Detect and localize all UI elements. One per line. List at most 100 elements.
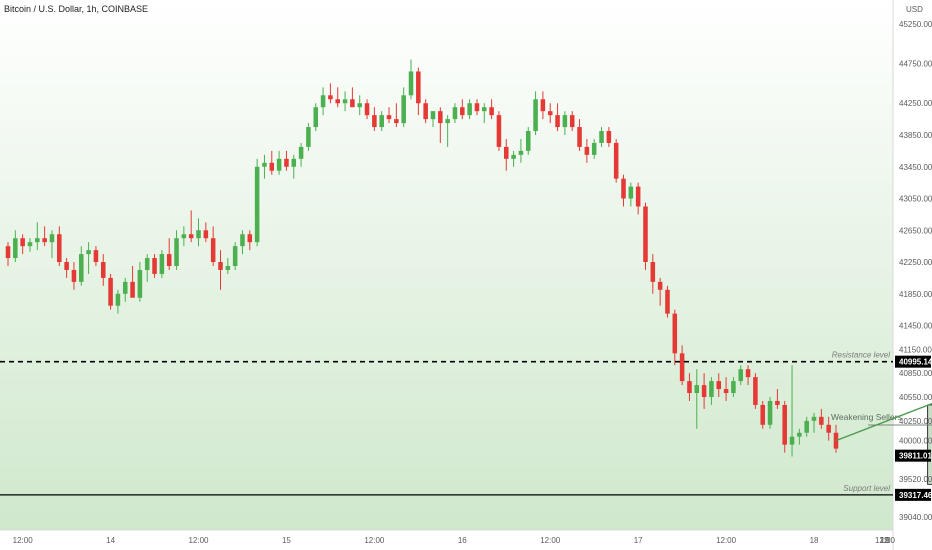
candle-body[interactable] — [269, 162, 275, 171]
candle-body[interactable] — [628, 186, 634, 199]
candle-body[interactable] — [452, 107, 458, 120]
candle-body[interactable] — [767, 400, 773, 425]
candle-body[interactable] — [364, 103, 370, 116]
candle-body[interactable] — [621, 178, 626, 199]
candle-body[interactable] — [540, 99, 546, 112]
candle-body[interactable] — [511, 154, 516, 159]
candle-body[interactable] — [115, 293, 121, 306]
candle-body[interactable] — [137, 269, 143, 298]
candle-body[interactable] — [687, 381, 692, 394]
candle-body[interactable] — [79, 254, 84, 282]
candle-body[interactable] — [679, 353, 685, 382]
candle-body[interactable] — [152, 258, 157, 274]
candle-body[interactable] — [64, 262, 69, 270]
candle-body[interactable] — [613, 142, 619, 179]
candle-body[interactable] — [218, 262, 223, 270]
candle-body[interactable] — [445, 119, 450, 124]
candle-body[interactable] — [298, 146, 304, 159]
weakening-sellers-box[interactable] — [927, 404, 932, 485]
candle-body[interactable] — [188, 234, 194, 239]
candle-body[interactable] — [577, 127, 582, 147]
candle-body[interactable] — [643, 206, 648, 263]
candle-body[interactable] — [503, 146, 509, 159]
candle-body[interactable] — [203, 230, 209, 239]
candle-body[interactable] — [372, 115, 377, 128]
candle-body[interactable] — [584, 146, 590, 155]
candle-body[interactable] — [306, 127, 311, 147]
candle-body[interactable] — [665, 289, 670, 314]
candle-body[interactable] — [709, 381, 714, 397]
candle-body[interactable] — [276, 158, 282, 171]
candle-body[interactable] — [833, 432, 839, 449]
candle-body[interactable] — [518, 150, 524, 155]
candle-body[interactable] — [320, 95, 326, 108]
candle-body[interactable] — [775, 400, 780, 405]
candle-body[interactable] — [782, 404, 787, 445]
candle-body[interactable] — [569, 115, 575, 128]
candle-body[interactable] — [804, 420, 809, 433]
candle-body[interactable] — [694, 385, 700, 394]
candle-body[interactable] — [591, 142, 597, 155]
candle-body[interactable] — [731, 381, 736, 394]
candle-body[interactable] — [547, 111, 553, 116]
candle-body[interactable] — [13, 238, 18, 259]
candle-body[interactable] — [474, 103, 480, 112]
candle-body[interactable] — [723, 389, 729, 394]
candle-body[interactable] — [57, 234, 62, 263]
candle-body[interactable] — [342, 99, 348, 104]
candle-body[interactable] — [819, 416, 824, 425]
candle-body[interactable] — [460, 107, 465, 116]
candle-body[interactable] — [716, 381, 722, 390]
candle-body[interactable] — [284, 158, 289, 167]
candle-body[interactable] — [496, 115, 502, 147]
candle-body[interactable] — [240, 234, 245, 247]
candle-body[interactable] — [760, 404, 765, 425]
candle-body[interactable] — [657, 281, 663, 290]
candle-body[interactable] — [232, 246, 238, 266]
candle-body[interactable] — [489, 107, 494, 116]
candle-body[interactable] — [562, 115, 568, 128]
candle-body[interactable] — [482, 107, 487, 112]
candle-body[interactable] — [423, 103, 428, 120]
candle-body[interactable] — [210, 238, 216, 263]
candle-body[interactable] — [401, 95, 406, 124]
candle-body[interactable] — [144, 258, 150, 270]
candle-body[interactable] — [753, 377, 758, 405]
candle-body[interactable] — [738, 369, 744, 382]
candle-body[interactable] — [71, 269, 77, 282]
candle-body[interactable] — [174, 238, 179, 266]
candle-body[interactable] — [35, 238, 40, 243]
candle-body[interactable] — [108, 277, 113, 306]
candle-body[interactable] — [826, 424, 831, 433]
candle-body[interactable] — [606, 131, 612, 143]
candle-body[interactable] — [254, 166, 260, 243]
candle-body[interactable] — [811, 416, 817, 421]
candle-body[interactable] — [181, 234, 187, 239]
candle-body[interactable] — [262, 162, 267, 167]
candle-body[interactable] — [159, 254, 165, 274]
candle-body[interactable] — [672, 313, 678, 354]
candle-body[interactable] — [42, 238, 47, 243]
candle-body[interactable] — [291, 158, 297, 167]
candle-body[interactable] — [525, 131, 531, 151]
candle-body[interactable] — [467, 103, 472, 116]
candle-body[interactable] — [350, 99, 355, 108]
candle-body[interactable] — [599, 131, 604, 143]
candle-body[interactable] — [335, 99, 341, 104]
candle-body[interactable] — [100, 262, 106, 278]
candle-body[interactable] — [745, 369, 751, 378]
candle-body[interactable] — [789, 436, 795, 445]
candle-body[interactable] — [247, 234, 253, 243]
candle-body[interactable] — [438, 111, 443, 124]
candle-body[interactable] — [328, 95, 333, 100]
candle-body[interactable] — [394, 119, 399, 124]
candle-body[interactable] — [357, 103, 362, 108]
candle-body[interactable] — [533, 99, 538, 132]
candle-body[interactable] — [386, 115, 392, 120]
candle-body[interactable] — [635, 186, 641, 207]
candle-body[interactable] — [27, 242, 33, 247]
candle-body[interactable] — [5, 246, 11, 259]
candle-body[interactable] — [416, 71, 421, 104]
